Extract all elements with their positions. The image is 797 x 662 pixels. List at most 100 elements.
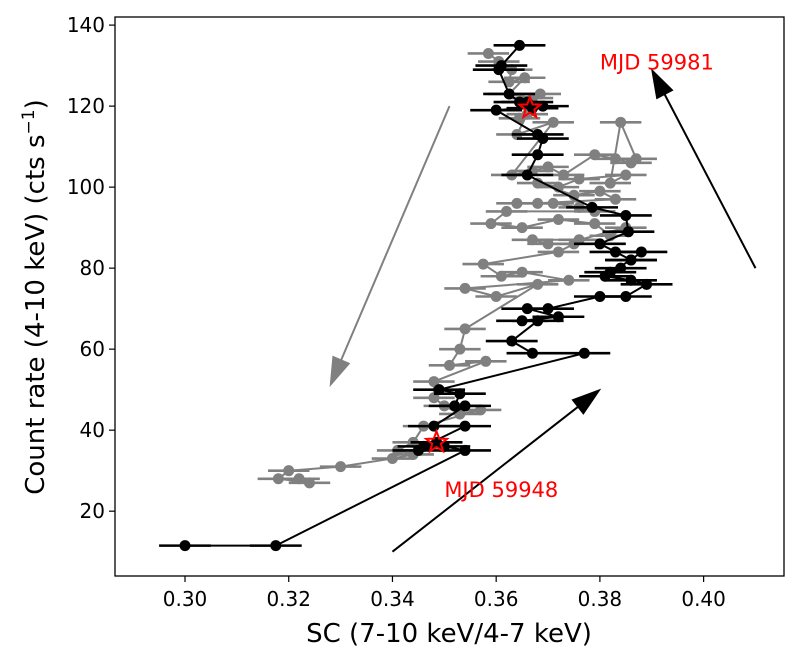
trend-arrow (329, 105, 451, 388)
data-point (433, 384, 445, 396)
data-point (604, 177, 616, 189)
data-point (589, 218, 601, 230)
data-point (622, 226, 634, 238)
data-point (542, 161, 554, 173)
data-point (594, 185, 606, 197)
data-point (532, 197, 544, 209)
data-point (532, 177, 544, 189)
data-point (558, 169, 570, 181)
data-point (594, 238, 606, 250)
data-point (615, 116, 627, 128)
x-tick-label: 0.40 (681, 587, 726, 611)
data-point (542, 238, 554, 250)
data-point (454, 343, 466, 355)
data-point (578, 347, 590, 359)
y-axis-label: Count rate (4-10 keV) (cts s−1) (19, 99, 51, 495)
y-axis-label-main: Count rate (4-10 keV) (cts s (21, 134, 51, 494)
data-point (635, 246, 647, 258)
data-point (521, 169, 533, 181)
data-point (532, 315, 544, 327)
data-point (480, 355, 492, 367)
data-point (459, 282, 471, 294)
y-tick-label: 120 (67, 94, 105, 118)
data-point (519, 72, 531, 84)
arrow-head (571, 388, 602, 415)
y-tick-label: 140 (67, 13, 105, 37)
data-point (586, 201, 598, 213)
data-point (620, 209, 632, 221)
data-point (547, 116, 559, 128)
data-point (516, 315, 528, 327)
y-axis-label-close: ) (21, 99, 51, 109)
y-tick-label: 100 (67, 175, 105, 199)
data-point (552, 214, 564, 226)
y-tick-label: 60 (80, 337, 105, 361)
data-point (503, 88, 515, 100)
y-tick-label: 20 (80, 499, 105, 523)
data-point (475, 404, 487, 416)
data-point (552, 246, 564, 258)
data-point (526, 234, 538, 246)
series-0 (257, 47, 657, 489)
data-point (454, 388, 466, 400)
data-point (625, 274, 637, 286)
data-point (444, 359, 455, 371)
data-point (386, 453, 398, 465)
data-point (490, 291, 502, 302)
data-point (428, 376, 440, 388)
y-axis-label-superscript: −1 (19, 109, 39, 134)
data-point (552, 311, 564, 323)
annotation-layer: MJD 59981 MJD 59948 (444, 51, 714, 502)
data-point (521, 303, 533, 315)
data-point (620, 169, 632, 181)
plot-frame (114, 16, 785, 577)
data-point (620, 291, 632, 302)
data-point (283, 465, 295, 477)
data-point (563, 274, 575, 286)
arrow-head (329, 355, 351, 388)
mjd-annotation: MJD 59948 (444, 478, 558, 502)
data-point (594, 291, 606, 302)
data-point (477, 258, 489, 270)
arrow-shaft (663, 94, 757, 269)
arrow-layer (329, 68, 757, 553)
data-point (459, 400, 471, 412)
data-point (516, 266, 528, 278)
x-axis: 0.30 0.32 0.34 0.36 0.38 0.40 (163, 576, 726, 611)
data-point (272, 473, 284, 485)
data-point (542, 303, 554, 315)
data-point (532, 149, 544, 161)
x-tick-label: 0.32 (266, 587, 311, 611)
trend-arrow (650, 68, 757, 269)
data-point (526, 347, 538, 359)
y-tick-label: 80 (80, 256, 105, 280)
x-tick-label: 0.36 (474, 587, 519, 611)
star-marker (423, 428, 450, 454)
x-axis-label: SC (7-10 keV/4-7 keV) (306, 619, 592, 649)
data-point (609, 246, 621, 258)
data-point (573, 173, 585, 185)
data-point (506, 335, 518, 347)
data-layer (159, 39, 673, 552)
data-point (459, 323, 471, 335)
data-point (547, 197, 559, 209)
star-marker (516, 94, 543, 120)
data-point (501, 205, 513, 217)
data-point (641, 278, 653, 290)
data-point (482, 47, 494, 59)
data-point (599, 270, 611, 282)
data-point (495, 270, 507, 282)
series-1 (159, 39, 673, 552)
arrow-shaft (340, 105, 451, 361)
x-tick-label: 0.30 (163, 587, 208, 611)
data-point (532, 278, 544, 290)
trend-arrow (391, 388, 602, 553)
data-point (511, 197, 523, 209)
data-point (485, 218, 497, 230)
data-point (625, 254, 637, 266)
arrow-shaft (391, 406, 579, 553)
data-point (179, 540, 191, 552)
data-point (303, 477, 315, 489)
data-point (293, 473, 305, 485)
